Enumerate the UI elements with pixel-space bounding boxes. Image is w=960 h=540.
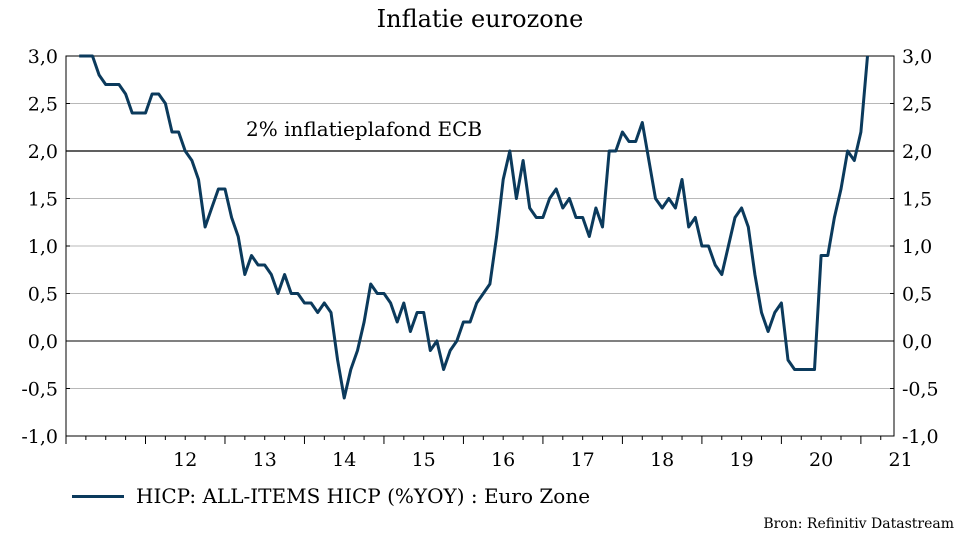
y-tick-label-right: 3,0 <box>902 46 932 68</box>
y-tick-label-left: 2,0 <box>28 141 58 163</box>
x-tick-label: 20 <box>809 449 833 471</box>
legend: HICP: ALL-ITEMS HICP (%YOY) : Euro Zone <box>72 484 590 508</box>
reference-line-label: 2% inflatieplafond ECB <box>246 117 482 141</box>
y-tick-label-right: 1,0 <box>902 236 932 258</box>
y-tick-label-left: -1,0 <box>21 426 58 448</box>
legend-label: HICP: ALL-ITEMS HICP (%YOY) : Euro Zone <box>136 484 591 508</box>
y-tick-label-left: 0,0 <box>28 331 58 353</box>
y-tick-label-left: 0,5 <box>28 284 58 306</box>
x-tick-label: 21 <box>889 449 913 471</box>
x-tick-label: 16 <box>491 449 515 471</box>
y-tick-label-left: 2,5 <box>28 94 58 116</box>
y-tick-label-right: 0,5 <box>902 284 932 306</box>
plot-frame <box>65 55 895 437</box>
y-tick-label-right: -1,0 <box>902 426 939 448</box>
chart-title: Inflatie eurozone <box>376 5 584 33</box>
x-tick-label: 12 <box>173 449 197 471</box>
y-tick-label-right: 2,5 <box>902 94 932 116</box>
x-tick-label: 18 <box>650 449 674 471</box>
x-tick-label: 15 <box>412 449 436 471</box>
y-tick-label-right: 2,0 <box>902 141 932 163</box>
y-tick-label-left: 1,0 <box>28 236 58 258</box>
source-note: Bron: Refinitiv Datastream <box>763 516 954 532</box>
y-tick-label-right: 0,0 <box>902 331 932 353</box>
series-line <box>79 54 869 400</box>
y-tick-label-left: -0,5 <box>21 379 58 401</box>
y-tick-label-left: 1,5 <box>28 189 58 211</box>
y-tick-label-right: 1,5 <box>902 189 932 211</box>
legend-swatch <box>72 494 124 498</box>
x-tick-label: 17 <box>571 449 595 471</box>
x-tick-label: 14 <box>332 449 356 471</box>
x-tick-label: 19 <box>730 449 754 471</box>
x-tick-label: 13 <box>253 449 277 471</box>
y-tick-label-left: 3,0 <box>28 46 58 68</box>
y-tick-label-right: -0,5 <box>902 379 939 401</box>
